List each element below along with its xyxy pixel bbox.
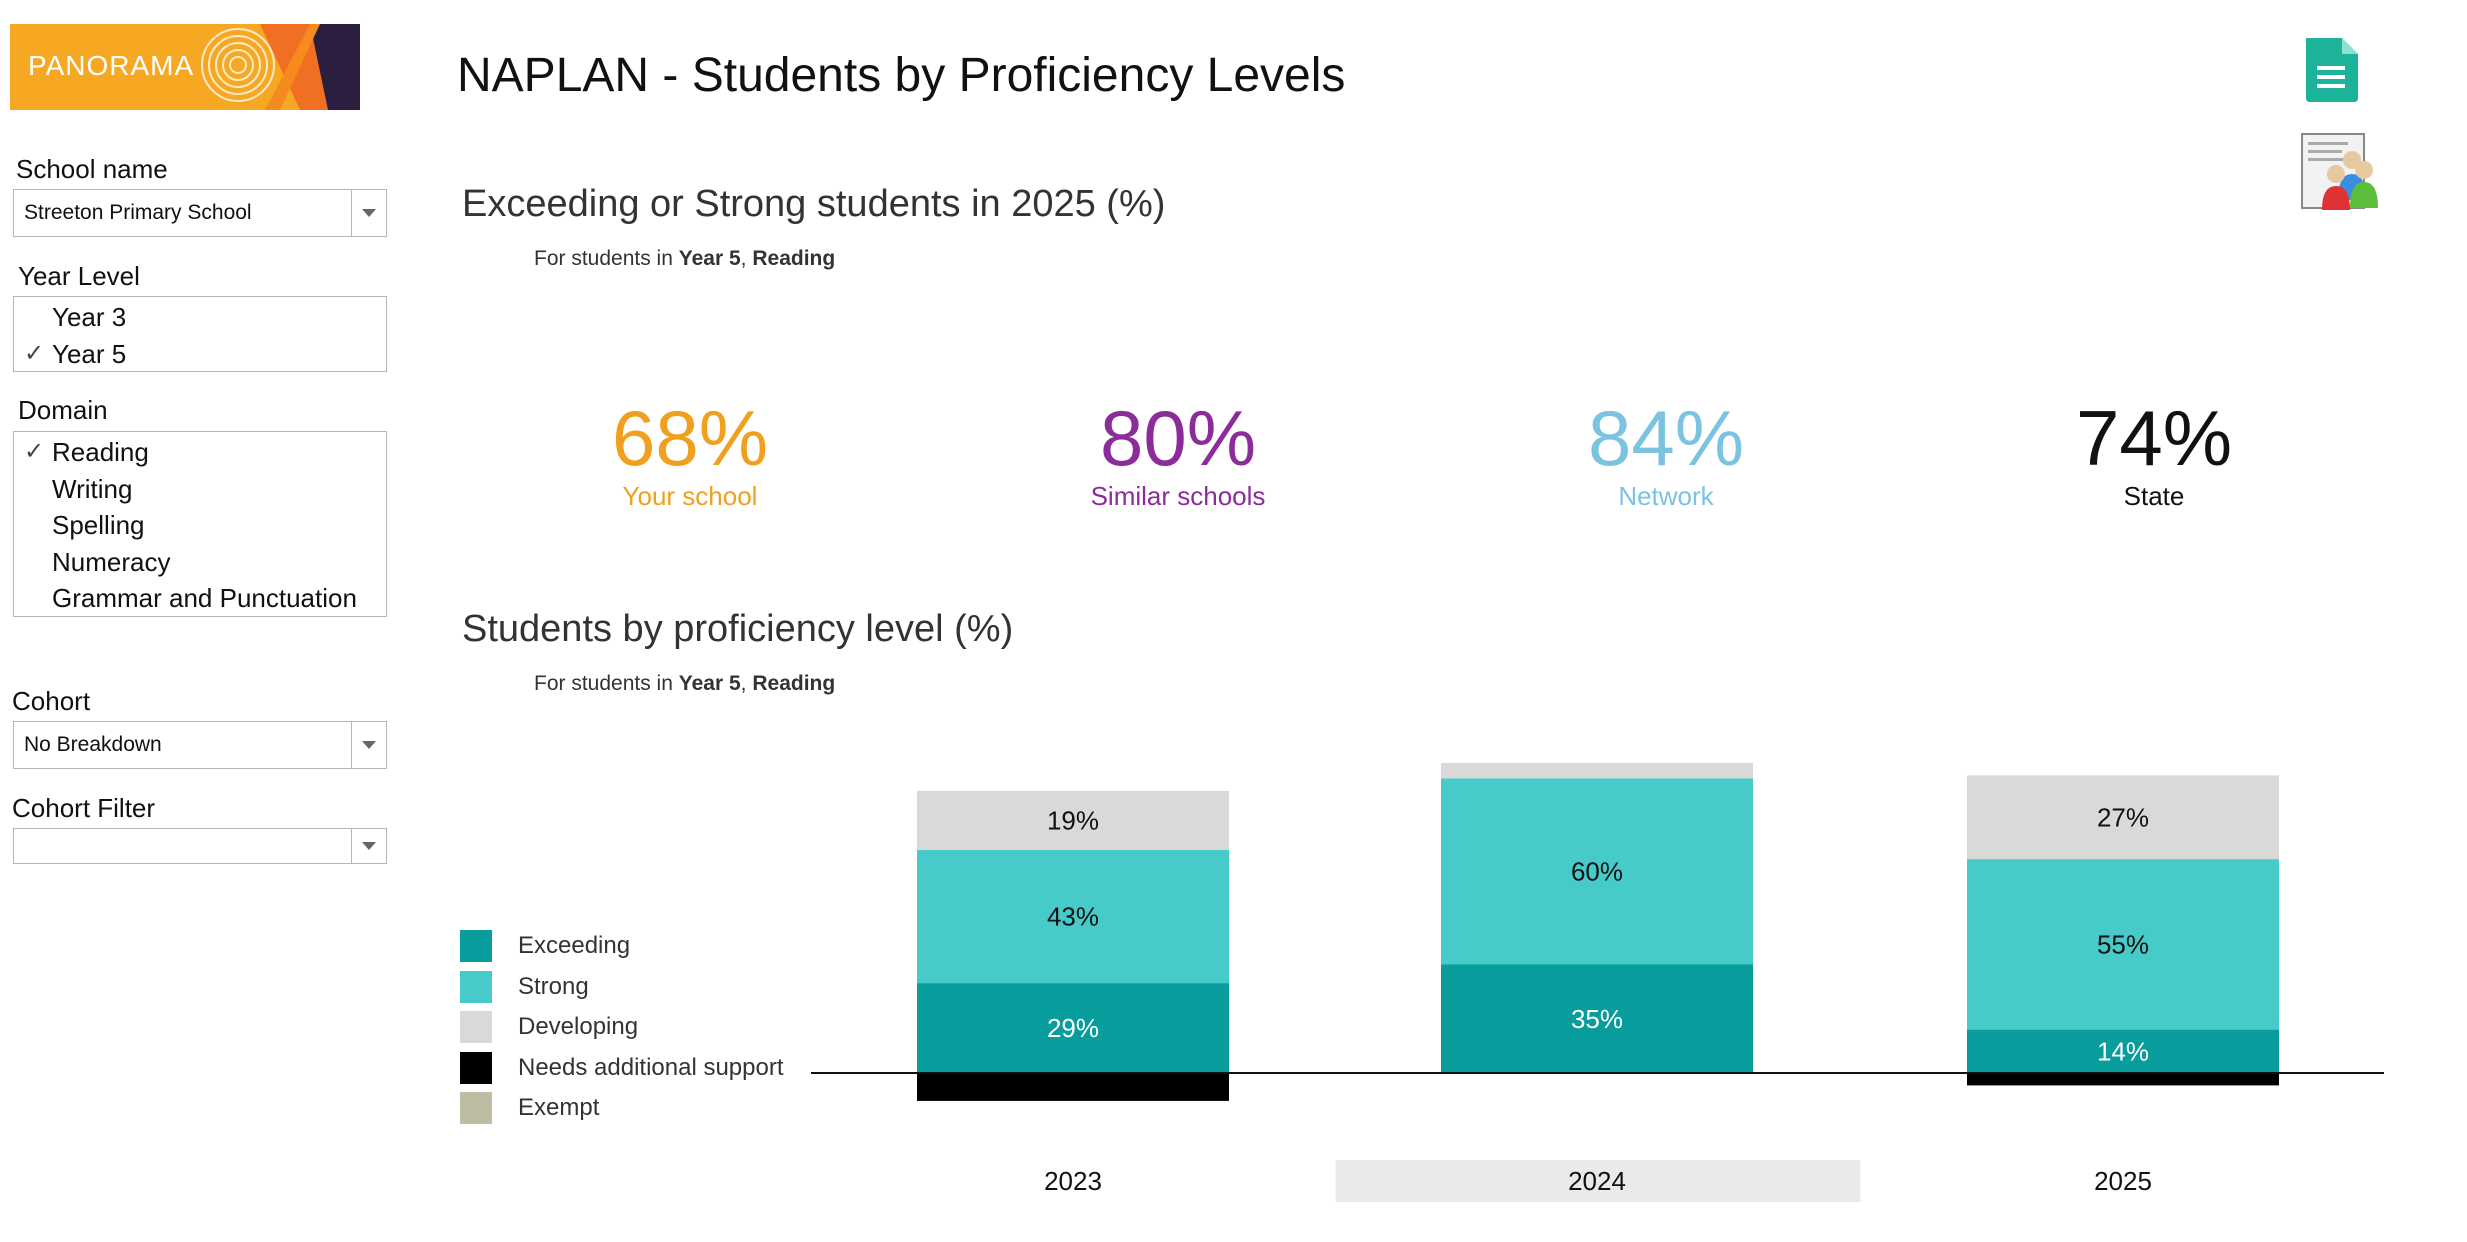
year-level-item-year-3[interactable]: Year 3 [52,302,127,332]
page-title: NAPLAN - Students by Proficiency Levels [457,49,1346,102]
x-tick-label-2025: 2025 [2094,1166,2152,1196]
people-report-icon[interactable] [2298,130,2382,217]
kpi-value: 74% [2075,394,2233,482]
data-label-exceeding-2024: 35% [1571,1004,1623,1034]
bar-segment-strong-2025 [1967,859,2279,1030]
legend-item-exceeding: Exceeding [460,926,784,967]
kpi-network: 84% Network [1496,395,1836,511]
checkmark-icon: ✓ [24,339,45,367]
kpi-value: 68% [611,394,769,482]
kpi-similar-schools: 80% Similar schools [1008,395,1348,511]
bar-segment-needs-additional-support-2023 [917,1073,1229,1101]
legend-swatch [460,1051,492,1084]
cohort-dropdown[interactable]: No Breakdown [13,721,387,769]
school-name-value: Streeton Primary School [24,201,252,224]
domain-item-writing[interactable]: Writing [52,473,133,504]
kpi-your-school: 68% Your school [520,395,860,511]
kpi-section-subtitle: For students in Year 5, Reading [534,247,836,270]
legend-label: Needs additional support [518,1053,784,1081]
domain-listbox[interactable]: ✓ Reading Writing Spelling Numeracy Gram… [13,431,387,617]
bar-segment-strong-2024 [1441,778,1753,965]
data-label-exceeding-2023: 29% [1047,1013,1099,1043]
bar-segment-exceeding-2024 [1441,964,1753,1073]
legend-label: Developing [518,1013,639,1041]
domain-item-reading[interactable]: ✓ Reading [14,434,386,471]
kpi-section-title: Exceeding or Strong students in 2025 (%) [462,183,1166,225]
bar-segment-strong-2023 [917,849,1229,984]
cohort-filter-label: Cohort Filter [12,793,156,823]
legend-swatch [460,1092,492,1125]
bar-segment-developing-2024 [1441,763,1753,779]
document-icon[interactable] [2300,34,2362,109]
chevron-down-icon [362,842,376,850]
legend-item-exempt: Exempt [460,1088,784,1129]
legend-swatch [460,1011,492,1044]
data-label-exceeding-2025: 14% [2097,1036,2149,1066]
kpi-label: Network [1618,481,1714,511]
legend-item-developing: Developing [460,1007,784,1048]
chart-section-subtitle: For students in Year 5, Reading [534,672,836,695]
data-label-developing-2025: 27% [2097,802,2149,832]
panorama-logo: PANORAMA [10,24,360,110]
x-tick-label-2024: 2024 [1568,1166,1626,1196]
school-name-label: School name [16,154,168,184]
kpi-state: 74% State [1984,395,2324,511]
logo-text: PANORAMA [28,50,195,81]
legend-swatch [460,930,492,963]
legend-label: Exempt [518,1094,600,1122]
cohort-label: Cohort [12,686,91,716]
kpi-value: 84% [1587,394,1745,482]
bar-segment-developing-2025 [1967,775,2279,860]
kpi-label: Your school [622,481,758,511]
legend-item-needs-support: Needs additional support [460,1048,784,1089]
cohort-dropdown-button[interactable] [351,722,386,768]
legend-item-strong: Strong [460,967,784,1008]
highlighted-category-band [1335,1160,1861,1202]
chevron-down-icon [362,741,376,749]
checkmark-icon: ✓ [24,438,45,465]
data-label-strong-2024: 60% [1571,857,1623,887]
year-level-label: Year Level [18,261,140,291]
cohort-filter-dropdown-button[interactable] [351,829,386,863]
chart-legend: Exceeding Strong Developing Needs additi… [460,926,784,1129]
cohort-value: No Breakdown [24,733,162,756]
kpi-label: Similar schools [1090,481,1266,511]
domain-item-grammar[interactable]: Grammar and Punctuation [52,583,357,613]
legend-label: Exceeding [518,932,631,960]
domain-item-numeracy[interactable]: Numeracy [52,546,171,577]
chart-section-title: Students by proficiency level (%) [462,608,1014,650]
school-name-dropdown[interactable]: Streeton Primary School [13,189,387,237]
domain-item-spelling[interactable]: Spelling [52,510,145,540]
cohort-filter-dropdown[interactable] [13,828,387,864]
bar-segment-exceeding-2025 [1967,1029,2279,1073]
year-level-listbox[interactable]: Year 3 ✓ Year 5 [13,296,387,372]
chevron-down-icon [362,209,376,217]
kpi-value: 80% [1099,394,1257,482]
school-dropdown-button[interactable] [351,190,386,236]
year-level-item-year-5[interactable]: ✓ Year 5 [14,336,386,373]
domain-label: Domain [18,395,108,425]
bar-segment-developing-2023 [917,790,1229,850]
x-tick-label-2023: 2023 [1044,1166,1102,1196]
data-label-strong-2023: 43% [1047,901,1099,931]
kpi-label: State [2123,481,2185,511]
data-label-developing-2023: 19% [1047,805,1099,835]
legend-label: Strong [518,972,589,1000]
legend-swatch [460,970,492,1003]
bar-segment-exceeding-2023 [917,983,1229,1073]
data-label-strong-2025: 55% [2097,929,2149,959]
bar-segment-needs-additional-support-2025 [1967,1073,2279,1086]
